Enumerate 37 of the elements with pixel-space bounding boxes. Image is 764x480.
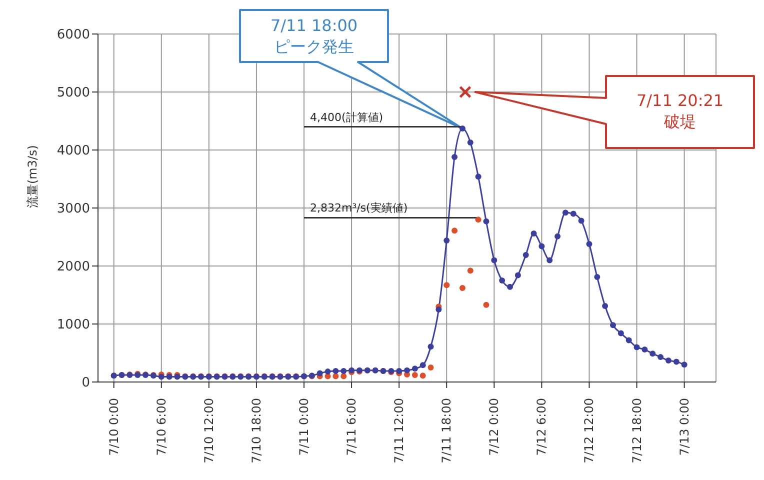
- point: [452, 228, 458, 234]
- y-axis-title: 流量(m3/s): [25, 145, 40, 208]
- point: [483, 302, 490, 308]
- x-tick-label: 7/12 6:00: [534, 398, 549, 456]
- point: [467, 268, 474, 274]
- y-tick-label: 4000: [56, 144, 90, 159]
- x-tick-label: 7/11 12:00: [392, 398, 406, 464]
- x-tick-label: 7/12 18:00: [630, 398, 644, 464]
- x-tick-label: 7/10 6:00: [154, 398, 168, 456]
- x-tick-label: 7/11 6:00: [344, 398, 359, 456]
- point: [340, 373, 347, 380]
- speech-bubble: 7/11 20:21 破堤: [474, 75, 755, 149]
- point: [420, 372, 426, 379]
- point: [412, 372, 418, 378]
- y-tick-label: 2000: [56, 260, 90, 275]
- x-tick-label: 7/10 18:00: [249, 398, 264, 464]
- y-tick-label: 0: [82, 376, 90, 391]
- point: [475, 216, 482, 223]
- y-tick-label: 3000: [56, 202, 90, 217]
- x-tick-label: 7/13 0:00: [677, 398, 692, 456]
- annotation: 4,400(計算値): [310, 110, 384, 124]
- y-tick-label: 5000: [56, 86, 90, 101]
- annotation: 7/11 20:21 破堤: [636, 91, 724, 131]
- point: [332, 373, 339, 380]
- x-tick-label: 7/12 0:00: [487, 398, 502, 456]
- point: [428, 364, 434, 370]
- y-tick-label: 1000: [56, 318, 90, 333]
- y-tick-label: 6000: [56, 28, 90, 43]
- x-tick-label: 7/10 0:00: [106, 398, 121, 456]
- annotation: 2,832m³/s(実績値): [310, 202, 408, 215]
- point: [459, 285, 466, 292]
- annotation: 7/11 18:00 ピーク発生: [270, 16, 358, 56]
- x-tick-label: 7/11 0:00: [297, 398, 311, 456]
- x-tick-label: 7/11 18:00: [440, 398, 454, 464]
- x-tick-label: 7/12 12:00: [582, 398, 596, 464]
- x-tick-label: 7/10 12:00: [202, 398, 216, 464]
- point: [444, 282, 450, 288]
